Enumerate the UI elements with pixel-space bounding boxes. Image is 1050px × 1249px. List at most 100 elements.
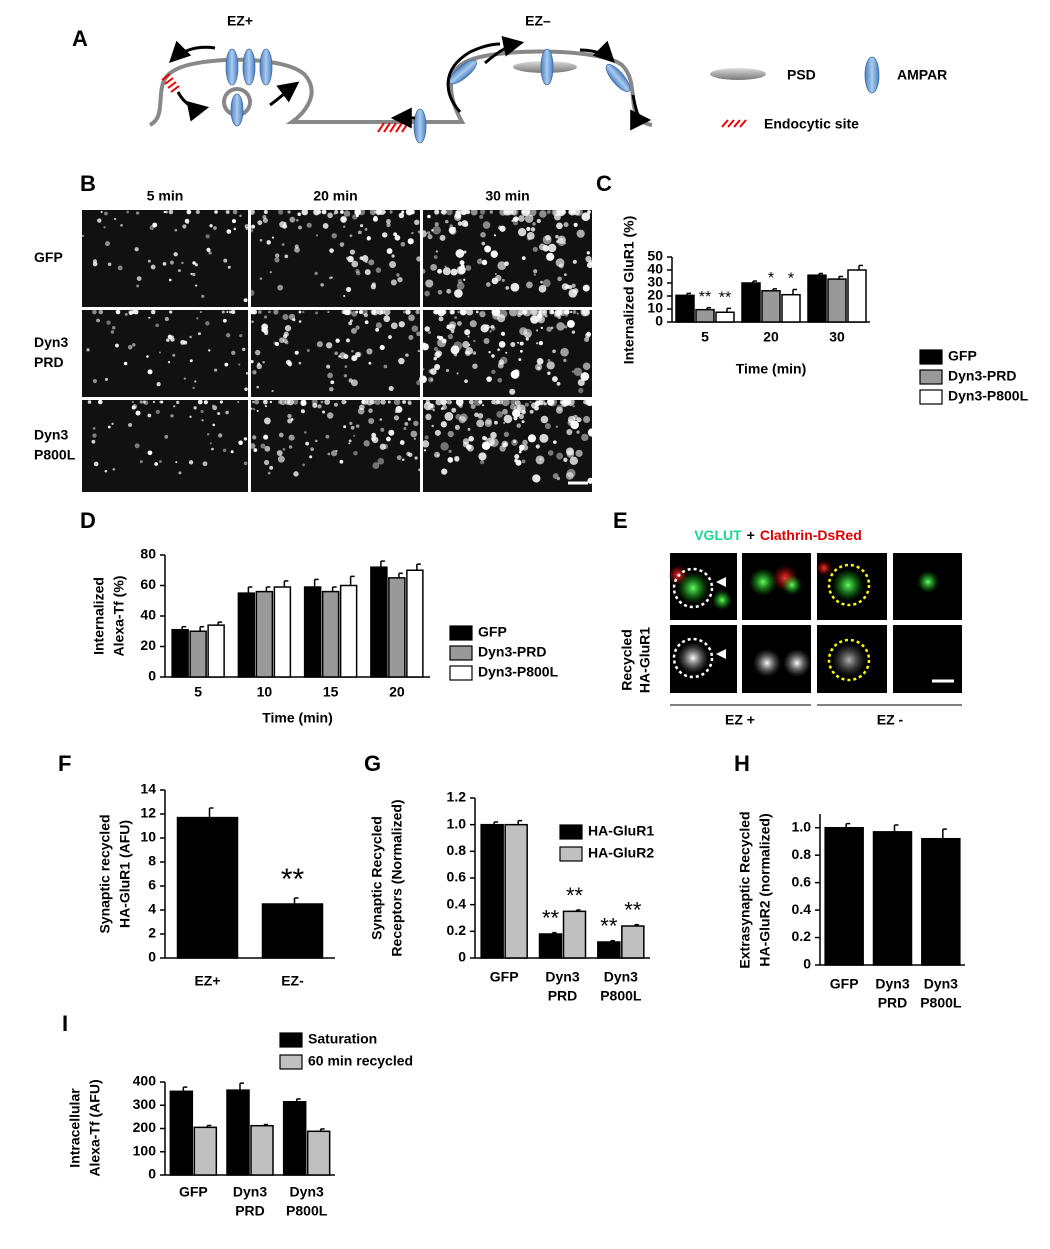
puncta: [565, 471, 574, 480]
legend-swatch: [449, 625, 473, 641]
puncta: [488, 350, 491, 354]
puncta: [259, 238, 263, 242]
panel-label: D: [80, 508, 96, 533]
puncta: [526, 226, 531, 232]
puncta: [559, 237, 563, 241]
puncta: [438, 316, 444, 322]
puncta: [481, 241, 486, 246]
puncta: [370, 436, 377, 442]
y-tick-label: 50: [647, 248, 663, 264]
puncta: [557, 276, 562, 282]
puncta: [324, 399, 331, 405]
puncta: [271, 236, 275, 239]
puncta: [181, 261, 184, 265]
puncta: [341, 399, 347, 405]
puncta: [292, 399, 299, 405]
puncta: [442, 267, 451, 276]
puncta: [472, 363, 478, 369]
puncta: [343, 294, 346, 298]
puncta: [231, 350, 236, 355]
puncta: [278, 209, 284, 215]
puncta: [221, 310, 225, 314]
puncta: [430, 378, 433, 381]
puncta: [484, 419, 492, 428]
puncta: [175, 461, 178, 464]
bar: [282, 1101, 307, 1176]
puncta: [135, 410, 141, 416]
puncta: [571, 330, 576, 334]
puncta: [186, 209, 192, 215]
puncta: [353, 434, 356, 437]
puncta: [256, 385, 260, 389]
puncta: [445, 219, 449, 224]
puncta: [580, 372, 590, 381]
puncta: [159, 400, 162, 404]
puncta: [146, 355, 149, 358]
y-tick-label: 4: [148, 901, 156, 917]
puncta: [459, 413, 468, 422]
x-tick-label: 15: [323, 684, 339, 700]
puncta: [190, 272, 193, 276]
puncta: [556, 452, 564, 460]
y-tick-label: 14: [140, 781, 156, 797]
puncta: [264, 445, 271, 452]
puncta: [193, 406, 197, 410]
puncta: [577, 419, 580, 422]
puncta: [400, 241, 406, 247]
puncta: [375, 267, 382, 273]
puncta: [287, 413, 292, 419]
row-label: Dyn3: [34, 334, 68, 350]
puncta: [491, 277, 499, 285]
puncta: [518, 358, 522, 361]
puncta: [523, 328, 533, 338]
puncta: [433, 356, 437, 361]
puncta: [410, 430, 418, 438]
puncta: [189, 359, 193, 363]
puncta: [474, 412, 479, 418]
puncta: [435, 350, 442, 357]
puncta: [248, 289, 255, 297]
puncta: [514, 458, 518, 463]
puncta: [407, 401, 412, 406]
puncta: [333, 402, 338, 407]
puncta: [269, 271, 272, 274]
puncta: [553, 209, 560, 216]
puncta: [462, 441, 469, 448]
puncta: [335, 338, 340, 343]
y-tick-label: 1.2: [447, 789, 467, 805]
puncta: [86, 348, 90, 352]
puncta: [352, 214, 358, 220]
puncta: [343, 210, 351, 217]
puncta: [557, 235, 566, 245]
puncta: [262, 215, 267, 219]
puncta: [304, 431, 307, 434]
bar: [406, 569, 424, 678]
puncta: [156, 382, 161, 387]
puncta: [382, 232, 388, 238]
puncta: [532, 222, 536, 226]
y-tick-label: 1.0: [792, 818, 812, 834]
puncta: [243, 437, 248, 441]
puncta: [483, 338, 490, 345]
puncta: [586, 251, 590, 255]
puncta: [346, 256, 349, 260]
legend-label: HA-GluR2: [588, 845, 654, 861]
puncta: [433, 346, 439, 352]
puncta: [547, 243, 557, 253]
e-group-label: EZ +: [725, 712, 755, 728]
puncta: [329, 386, 334, 392]
x-tick-label: Dyn3: [233, 1184, 267, 1200]
puncta: [197, 399, 203, 405]
x-tick-label: 5: [701, 329, 709, 345]
puncta: [194, 263, 198, 267]
puncta: [455, 398, 464, 406]
puncta: [223, 258, 228, 263]
puncta: [342, 225, 346, 229]
puncta: [251, 320, 254, 324]
puncta: [456, 372, 459, 375]
puncta: [262, 399, 268, 405]
puncta: [465, 265, 472, 271]
y-tick-label: 0.4: [792, 901, 812, 917]
puncta: [150, 309, 156, 315]
puncta: [431, 229, 434, 232]
